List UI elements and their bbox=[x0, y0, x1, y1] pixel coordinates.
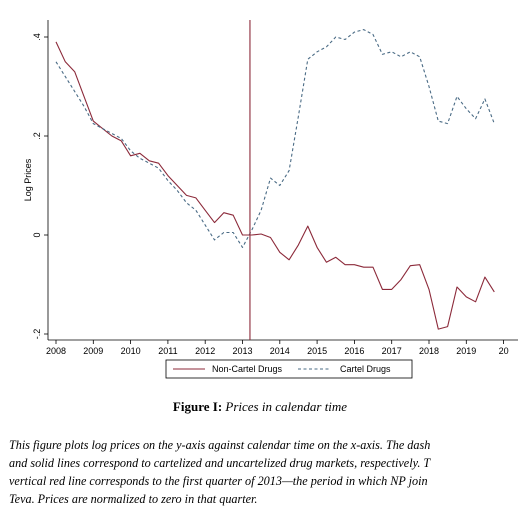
x-tick-label: 2018 bbox=[419, 346, 439, 356]
legend-item-non-cartel: Non-Cartel Drugs bbox=[212, 364, 283, 374]
x-tick-label: 2010 bbox=[121, 346, 141, 356]
x-tick-label: 2017 bbox=[382, 346, 402, 356]
x-tick-label: 2011 bbox=[158, 346, 177, 356]
x-tick-label: 2016 bbox=[344, 346, 364, 356]
non-cartel-drugs-line bbox=[55, 41, 495, 330]
axes: .4 .2 0 -.2 2008 2009 2010 2011 2012 2013 2014 201… bbox=[23, 20, 518, 356]
plot-area bbox=[55, 20, 495, 340]
legend-box bbox=[165, 359, 413, 379]
y-tick-label: .2 bbox=[32, 132, 42, 140]
y-axis-title: Log Prices bbox=[23, 158, 33, 201]
figure-caption-title: Figure I: Prices in calendar time bbox=[0, 399, 520, 415]
cartel-drugs-line bbox=[55, 29, 495, 248]
x-tick-label: 2015 bbox=[307, 346, 327, 356]
x-tick-label: 2019 bbox=[456, 346, 476, 356]
caption-line: vertical red line corresponds to the fir… bbox=[9, 474, 428, 488]
x-tick-label: 2012 bbox=[195, 346, 215, 356]
figure-caption-body: This figure plots log prices on the y-ax… bbox=[9, 436, 520, 508]
caption-line: Teva. Prices are normalized to zero in t… bbox=[9, 492, 258, 506]
legend-item-cartel: Cartel Drugs bbox=[340, 364, 391, 374]
y-tick-label: 0 bbox=[32, 232, 42, 237]
legend: Non-Cartel Drugs Cartel Drugs bbox=[165, 359, 413, 379]
y-ticks: .4 .2 0 -.2 bbox=[32, 33, 48, 339]
x-tick-label: 2009 bbox=[83, 346, 103, 356]
figure-title: Prices in calendar time bbox=[225, 399, 348, 414]
x-tick-label: 20 bbox=[499, 346, 509, 356]
x-tick-label: 2008 bbox=[46, 346, 66, 356]
y-tick-label: .4 bbox=[32, 33, 42, 41]
caption-line: This figure plots log prices on the y-ax… bbox=[9, 438, 431, 452]
x-tick-label: 2014 bbox=[270, 346, 290, 356]
caption-line: and solid lines correspond to cartelized… bbox=[9, 456, 431, 470]
x-ticks: 2008 2009 2010 2011 2012 2013 2014 2015 2016 2017… bbox=[46, 340, 509, 356]
figure-label: Figure I: bbox=[172, 399, 223, 414]
x-tick-label: 2013 bbox=[232, 346, 252, 356]
y-tick-label: -.2 bbox=[32, 329, 42, 340]
